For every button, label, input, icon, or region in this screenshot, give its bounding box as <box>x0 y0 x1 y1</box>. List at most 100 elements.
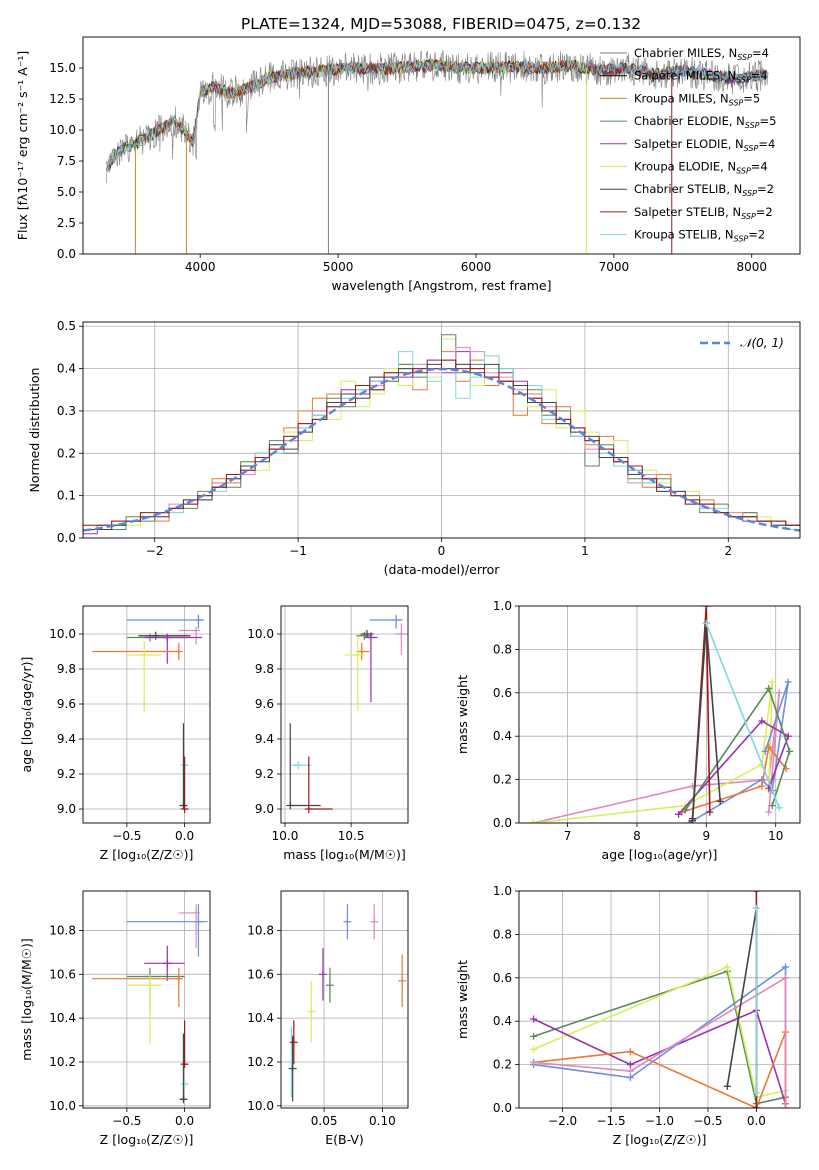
weight-point-marker <box>682 806 690 814</box>
errorbar-point <box>370 904 379 940</box>
spectrum-ytick-label: 7.5 <box>57 154 76 168</box>
errorbar-point <box>92 967 183 1008</box>
weight-point-marker <box>781 1104 789 1108</box>
errorbar-point <box>126 614 205 629</box>
chart-age_vs_Z: −0.5 0.0 9.0 9.2 9.4 9.6 9.8 10.0 Z [log₁₀(Z/Z☉)… <box>19 605 211 862</box>
weight-point-marker <box>626 1067 634 1075</box>
weight_vs_age-xlabel: age [log₁₀(age/yr)] <box>602 847 718 862</box>
legend-label-tail: =4 <box>751 69 768 83</box>
errorbar-point <box>398 954 407 1008</box>
weight-point-marker <box>775 804 783 812</box>
weight-point-marker <box>768 802 776 810</box>
weight-series-line <box>705 623 780 809</box>
weight_vs_Z-grid <box>519 890 800 1109</box>
age_vs_mass-xtick-label: 10.5 <box>338 829 365 843</box>
spectrum-xtick-label: 6000 <box>461 260 492 274</box>
weight-point-marker <box>530 1058 538 1066</box>
legend-label-sub: SSP <box>745 121 760 130</box>
legend-label-sub: SSP <box>734 235 749 244</box>
residuals-xtick-label: −1 <box>289 544 307 558</box>
legend-label-base: Kroupa MILES, N <box>634 91 729 105</box>
chart-weight_vs_Z: −2.0 −1.5 −1.0 −0.5 0.0 0.0 0.2 0.4 0.6 0.8 1.0 Z [… <box>455 884 801 1147</box>
weight-point-marker <box>716 797 724 805</box>
chart-weight_vs_age: 7 8 9 10 0.0 0.2 0.4 0.6 0.8 1.0 age [log₁₀(age/yr… <box>455 599 801 862</box>
legend-label: Chabrier STELIB, NSSP=2 <box>634 182 774 198</box>
spectrum-xtick-label: 8000 <box>736 260 767 274</box>
weight_vs_age-ytick-label: 0.4 <box>493 729 512 743</box>
errorbar-point <box>291 761 312 770</box>
weight-point-marker <box>784 732 792 740</box>
residuals-plot <box>83 334 800 538</box>
weight_vs_Z-xtick-label: −1.0 <box>645 1114 674 1128</box>
spectrum-frame <box>82 36 801 255</box>
age_vs_Z-ytick-label: 9.0 <box>57 802 76 816</box>
weight-point-marker <box>723 963 731 971</box>
errorbar-point <box>364 632 378 703</box>
weight-point-marker <box>784 678 792 686</box>
weight-point-marker <box>781 974 789 982</box>
mass_vs_Z-ytick-label: 10.8 <box>49 923 76 937</box>
legend-label: 𝒩(0, 1) <box>740 336 784 350</box>
spectrum-ytick-label: 2.5 <box>57 216 76 230</box>
legend-label-tail: =5 <box>743 91 760 105</box>
errorbar-point <box>138 631 191 640</box>
legend-label-tail: =2 <box>748 228 765 242</box>
weight-point-marker <box>529 819 537 823</box>
mass_vs_Z-ytick-label: 10.6 <box>49 967 76 981</box>
weight-point-marker <box>775 689 783 697</box>
errorbar-point <box>288 1035 297 1102</box>
mass_vs_Z-xtick-label: −0.5 <box>112 1114 141 1128</box>
spectrum-xtick-label: 7000 <box>599 260 630 274</box>
errorbar-point <box>126 974 162 1045</box>
weight-series-line <box>532 681 773 823</box>
chart-age_vs_mass: 10.0 10.5 9.0 9.2 9.4 9.6 9.8 10.0 mass [log₁₀(M… <box>247 605 409 862</box>
weight-point-marker <box>626 1048 634 1056</box>
spectrum-xtick-label: 5000 <box>323 260 354 274</box>
age_vs_mass-plot <box>286 614 408 813</box>
residual-histogram <box>83 359 800 538</box>
weight-point-marker <box>786 747 794 755</box>
weight_vs_Z-ytick-label: 1.0 <box>493 884 512 898</box>
age_vs_mass-ytick-label: 10.0 <box>247 627 274 641</box>
legend-label-base: Chabrier MILES, N <box>634 46 737 60</box>
legend-label-tail: =2 <box>757 182 774 196</box>
weight-point-marker <box>752 904 760 912</box>
weight-point-marker <box>752 1089 760 1097</box>
weight_vs_Z-ytick-label: 0.6 <box>493 971 512 985</box>
weight_vs_Z-ytick-label: 0.4 <box>493 1014 512 1028</box>
mass_vs_Z-ytick-label: 10.4 <box>49 1011 76 1025</box>
age_vs_Z-xtick-label: −0.5 <box>112 829 141 843</box>
weight-point-marker <box>768 678 776 686</box>
weight-point-marker <box>765 684 773 692</box>
weight-point-marker <box>530 1045 538 1053</box>
weight-series-line <box>533 1009 787 1104</box>
age_vs_mass-grid <box>281 606 408 823</box>
errorbar-point <box>343 904 352 940</box>
age_vs_mass-ytick-label: 9.8 <box>255 662 274 676</box>
errorbar-point <box>356 631 373 640</box>
weight-point-marker <box>758 717 766 725</box>
weight_vs_Z-plot <box>530 891 789 1108</box>
weight_vs_Z-xtick-label: 0.0 <box>747 1114 766 1128</box>
mass_vs_EBV-ytick-label: 10.6 <box>247 967 274 981</box>
age_vs_Z-ylabel: age [log₁₀(age/yr)] <box>19 657 34 773</box>
weight_vs_age-frame <box>518 605 801 824</box>
age_vs_Z-frame <box>82 605 211 824</box>
weight-series-line <box>684 686 791 811</box>
chart-mass_vs_Z: −0.5 0.0 10.0 10.2 10.4 10.6 10.8 Z [log₁₀(Z/Z☉… <box>19 890 211 1147</box>
mass_vs_EBV-xtick-label: 0.05 <box>311 1114 338 1128</box>
mass_vs_EBV-xlabel: E(B-V) <box>325 1132 364 1147</box>
legend-label-sub: SSP <box>737 53 752 62</box>
chart-spectrum: 4000 5000 6000 7000 8000 0.0 2.5 5.0 7.5 10.0 12.5… <box>15 36 801 293</box>
weight_vs_Z-xtick-label: −1.5 <box>596 1114 625 1128</box>
errorbar-point <box>126 641 162 713</box>
age_vs_Z-ytick-label: 9.8 <box>57 662 76 676</box>
weight_vs_age-ytick-label: 0.2 <box>493 773 512 787</box>
errorbar-point <box>307 980 316 1043</box>
mass_vs_Z-xtick-label: 0.0 <box>175 1114 194 1128</box>
errorbar-point <box>178 904 201 948</box>
age_vs_Z-xlabel: Z [log₁₀(Z/Z☉)] <box>100 847 194 862</box>
age_vs_Z-xtick-label: 0.0 <box>175 829 194 843</box>
spectrum-ytick-label: 12.5 <box>49 92 76 106</box>
